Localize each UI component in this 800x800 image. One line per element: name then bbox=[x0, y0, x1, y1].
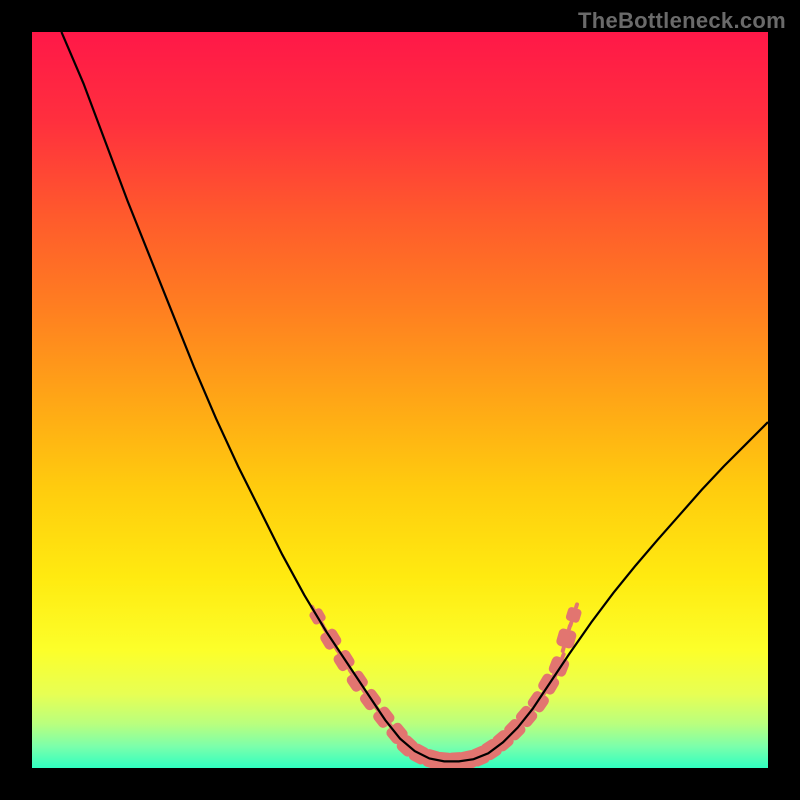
gradient-background bbox=[32, 32, 768, 768]
watermark-text: TheBottleneck.com bbox=[578, 8, 786, 34]
plot-svg bbox=[32, 32, 768, 768]
plot-area bbox=[32, 32, 768, 768]
chart-frame: TheBottleneck.com bbox=[0, 0, 800, 800]
